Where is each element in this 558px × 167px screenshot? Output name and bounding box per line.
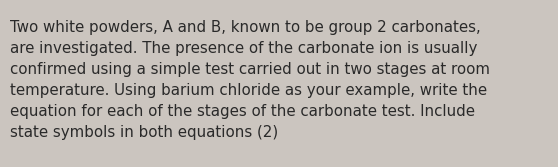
Text: Two white powders, A and B, known to be group 2 carbonates,
are investigated. Th: Two white powders, A and B, known to be … [10, 20, 490, 140]
